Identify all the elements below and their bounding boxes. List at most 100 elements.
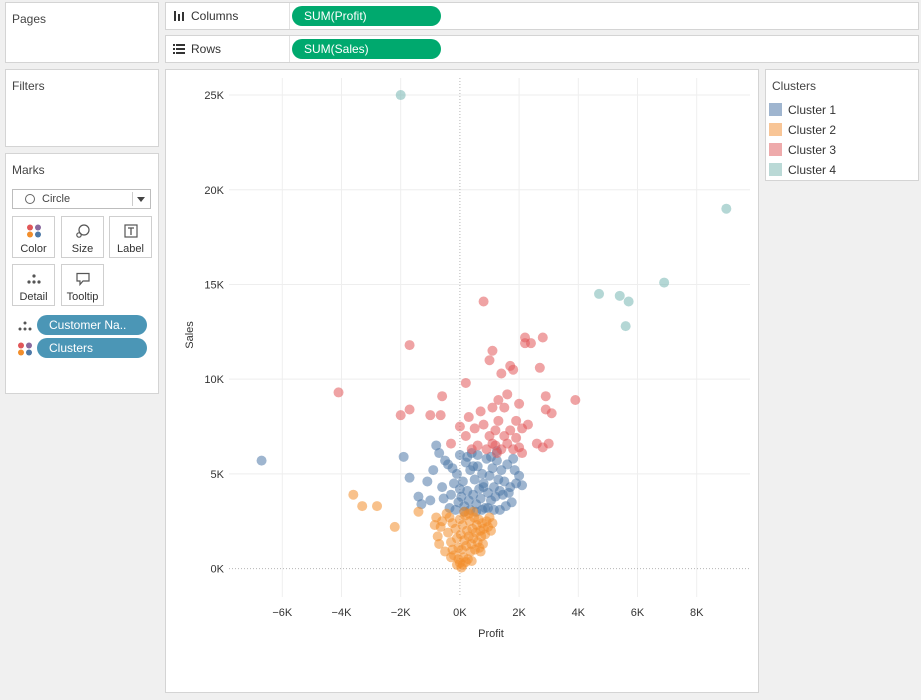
data-point[interactable] [422, 476, 433, 487]
chevron-down-icon[interactable] [137, 197, 145, 202]
legend-item-cluster-3[interactable]: Cluster 3 [769, 141, 919, 159]
data-point[interactable] [468, 461, 479, 472]
data-point[interactable] [570, 395, 581, 406]
data-point[interactable] [502, 389, 513, 400]
data-point[interactable] [425, 495, 436, 506]
data-point[interactable] [437, 482, 448, 493]
data-point[interactable] [478, 296, 489, 307]
data-point[interactable] [434, 448, 445, 459]
data-point[interactable] [659, 277, 670, 288]
data-point[interactable] [594, 288, 605, 299]
data-point[interactable] [435, 410, 446, 421]
scatter-chart[interactable]: −6K −4K −2K 0K 2K 4K 6K 8K 0K 5K 10K 15K 20K 25K Pro… [166, 70, 758, 692]
data-point[interactable] [472, 440, 483, 451]
data-point[interactable] [509, 465, 520, 476]
data-point[interactable] [395, 410, 406, 421]
label-button[interactable]: Label [109, 216, 152, 258]
detail-button[interactable]: Detail [12, 264, 55, 306]
rows-shelf[interactable]: Rows SUM(Sales) [165, 35, 919, 63]
legend-item-cluster-1[interactable]: Cluster 1 [769, 101, 919, 119]
data-point[interactable] [487, 402, 498, 413]
data-point[interactable] [484, 470, 495, 481]
data-point[interactable] [446, 552, 457, 563]
data-point[interactable] [477, 538, 488, 549]
data-point[interactable] [475, 493, 486, 504]
data-point[interactable] [620, 321, 631, 332]
columns-shelf[interactable]: Columns SUM(Profit) [165, 2, 919, 30]
data-point[interactable] [540, 391, 551, 402]
data-point[interactable] [487, 345, 498, 356]
data-point[interactable] [256, 455, 267, 466]
data-point[interactable] [490, 425, 501, 436]
data-point[interactable] [522, 419, 533, 430]
data-point[interactable] [614, 290, 625, 301]
legend-item-cluster-4[interactable]: Cluster 4 [769, 161, 919, 179]
data-point[interactable] [460, 430, 471, 441]
data-point[interactable] [514, 398, 525, 409]
data-point[interactable] [469, 474, 480, 485]
data-point[interactable] [537, 332, 548, 343]
data-point[interactable] [431, 512, 442, 523]
data-point[interactable] [463, 412, 474, 423]
data-point[interactable] [511, 415, 522, 426]
mark-type-dropdown[interactable]: Circle [12, 189, 151, 209]
data-point[interactable] [454, 449, 465, 460]
data-point[interactable] [478, 482, 489, 493]
data-point[interactable] [348, 489, 359, 500]
data-point[interactable] [372, 501, 383, 512]
data-point[interactable] [443, 527, 454, 538]
data-point[interactable] [434, 538, 445, 549]
data-point[interactable] [404, 404, 415, 415]
data-point[interactable] [454, 421, 465, 432]
data-point[interactable] [416, 499, 427, 510]
sum-sales-pill[interactable]: SUM(Sales) [292, 39, 441, 59]
data-point[interactable] [525, 338, 536, 349]
data-point[interactable] [475, 546, 486, 557]
data-point[interactable] [496, 368, 507, 379]
sum-profit-pill[interactable]: SUM(Profit) [292, 6, 441, 26]
data-point[interactable] [534, 362, 545, 373]
data-point[interactable] [425, 410, 436, 421]
data-point[interactable] [466, 556, 477, 567]
data-point[interactable] [517, 480, 528, 491]
data-point[interactable] [485, 525, 496, 536]
data-point[interactable] [721, 203, 732, 214]
data-point[interactable] [446, 438, 457, 449]
data-point[interactable] [505, 425, 516, 436]
data-point[interactable] [404, 472, 415, 483]
pages-panel[interactable]: Pages [5, 2, 159, 63]
legend-item-cluster-2[interactable]: Cluster 2 [769, 121, 919, 139]
data-point[interactable] [446, 489, 457, 500]
data-point[interactable] [438, 493, 449, 504]
data-point[interactable] [432, 531, 443, 542]
size-button[interactable]: Size [61, 216, 104, 258]
data-point[interactable] [398, 451, 409, 462]
clusters-pill[interactable]: Clusters [37, 338, 147, 358]
data-point[interactable] [487, 463, 498, 474]
filters-panel[interactable]: Filters [5, 69, 159, 147]
data-point[interactable] [511, 432, 522, 443]
data-point[interactable] [543, 438, 554, 449]
data-point[interactable] [413, 506, 424, 517]
data-point[interactable] [428, 465, 439, 476]
data-point[interactable] [493, 395, 504, 406]
data-point[interactable] [475, 406, 486, 417]
data-point[interactable] [508, 364, 519, 375]
data-point[interactable] [478, 419, 489, 430]
data-point[interactable] [463, 508, 474, 519]
data-point[interactable] [457, 476, 468, 487]
data-point[interactable] [491, 448, 502, 459]
data-point[interactable] [413, 491, 424, 502]
color-button[interactable]: Color [12, 216, 55, 258]
data-point[interactable] [447, 463, 458, 474]
data-point[interactable] [517, 448, 528, 459]
data-point[interactable] [447, 544, 458, 555]
data-point[interactable] [460, 377, 471, 388]
data-point[interactable] [333, 387, 344, 398]
data-point[interactable] [484, 355, 495, 366]
data-point[interactable] [435, 521, 446, 532]
data-point[interactable] [493, 415, 504, 426]
data-point[interactable] [389, 521, 400, 532]
data-point[interactable] [503, 487, 514, 498]
data-point[interactable] [404, 340, 415, 351]
